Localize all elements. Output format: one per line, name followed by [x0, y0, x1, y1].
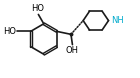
- Text: OH: OH: [66, 46, 79, 55]
- Text: NH: NH: [111, 16, 124, 25]
- Text: HO: HO: [4, 27, 17, 36]
- Text: HO: HO: [31, 4, 44, 13]
